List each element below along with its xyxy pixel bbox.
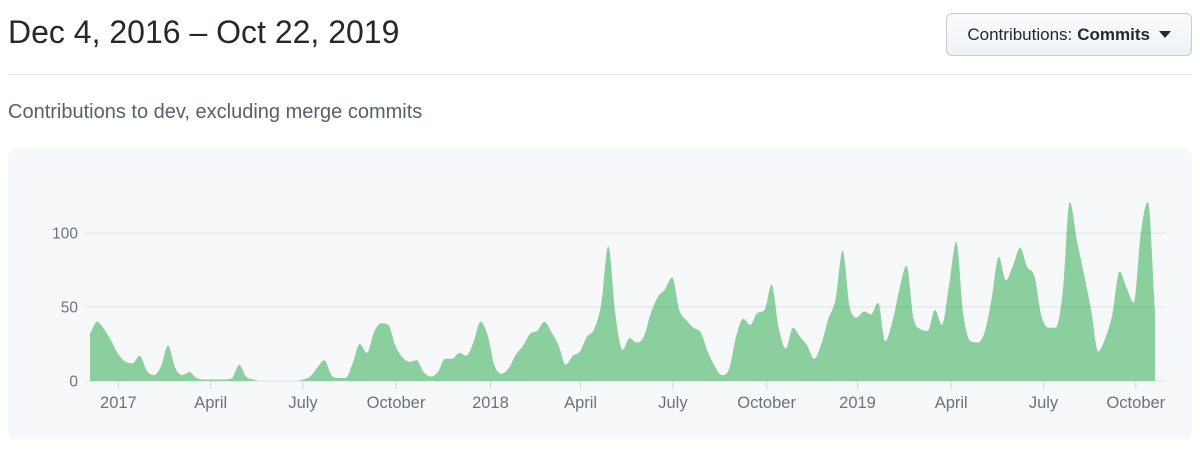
date-range-title: Dec 4, 2016 – Oct 22, 2019 [8, 14, 400, 50]
x-axis-label-3: October [367, 394, 426, 412]
contributions-area-chart[interactable]: 0 50 100 2017 April July October 2018 April July O… [8, 149, 1192, 439]
x-axis-label-7: October [737, 394, 796, 412]
contribution-type-dropdown[interactable]: Contributions: Commits [946, 13, 1192, 56]
x-axis-label-6: July [658, 394, 688, 412]
page-header: Dec 4, 2016 – Oct 22, 2019 Contributions… [8, 0, 1192, 75]
chart-description: Contributions to dev, excluding merge co… [8, 101, 423, 123]
x-axis-label-0: 2017 [100, 394, 137, 412]
y-axis-label-0: 0 [69, 374, 78, 391]
x-axis-label-5: April [564, 394, 597, 412]
x-axis-label-9: April [935, 394, 968, 412]
y-axis-label-50: 50 [61, 300, 79, 317]
x-axis-label-4: 2018 [472, 394, 509, 412]
x-axis-label-8: 2019 [839, 394, 876, 412]
y-axis-label-100: 100 [52, 226, 78, 243]
x-axis-label-10: July [1029, 394, 1059, 412]
dropdown-selected-value: Commits [1077, 24, 1150, 44]
x-axis-label-2: July [288, 394, 318, 412]
x-axis-label-1: April [194, 394, 227, 412]
dropdown-label: Contributions: [967, 24, 1073, 44]
chevron-down-icon [1159, 31, 1171, 38]
contributors-graph-page: Dec 4, 2016 – Oct 22, 2019 Contributions… [8, 0, 1192, 439]
commits-area-path [90, 201, 1155, 381]
contributions-chart-panel: 0 50 100 2017 April July October 2018 April July O… [8, 149, 1192, 439]
x-axis-label-11: October [1106, 394, 1165, 412]
